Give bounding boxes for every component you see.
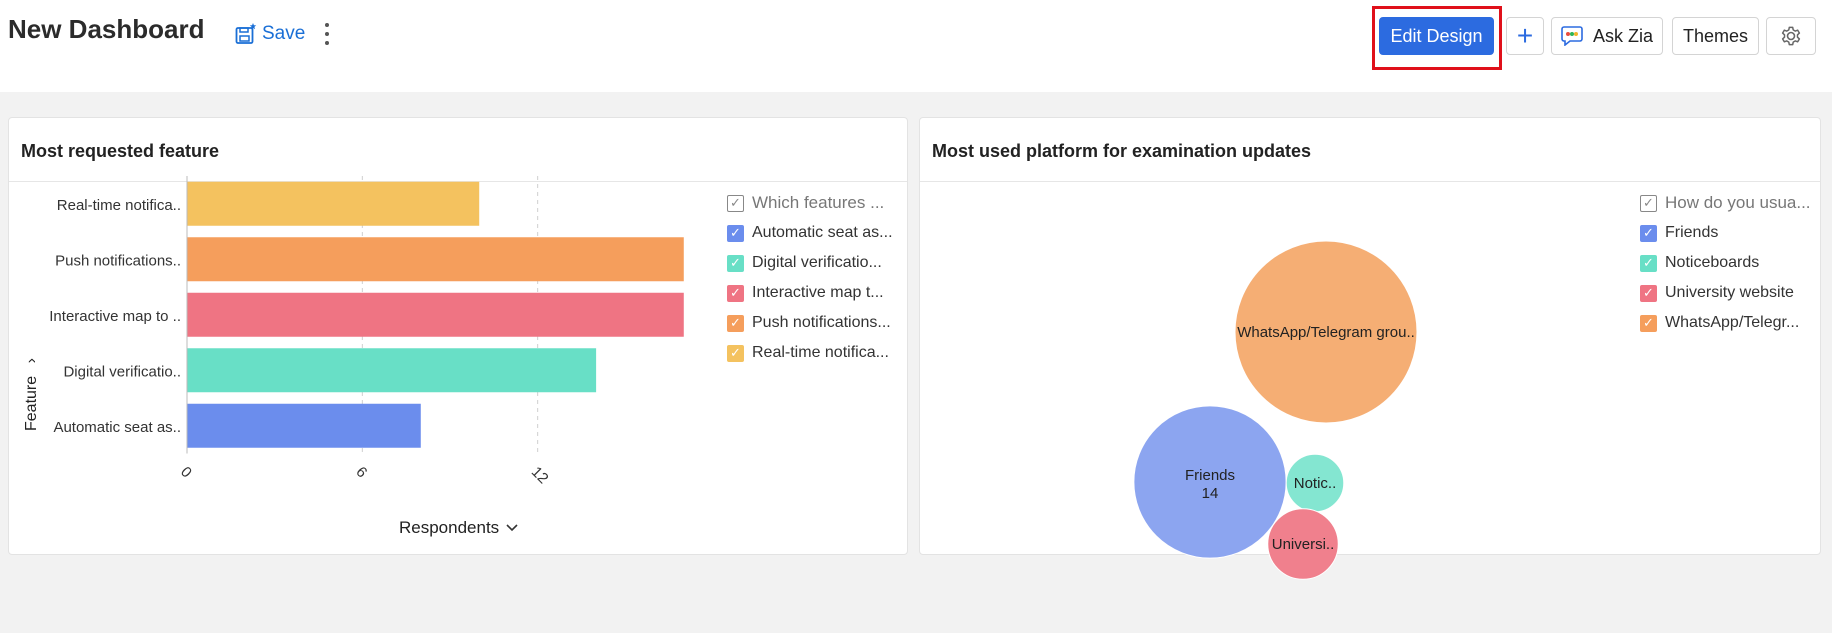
legend-item[interactable]: ✓ Automatic seat as... xyxy=(727,218,893,248)
more-options-icon[interactable] xyxy=(318,20,336,48)
bar[interactable] xyxy=(187,292,684,337)
check-icon: ✓ xyxy=(727,284,744,302)
bar[interactable] xyxy=(187,403,421,448)
x-tick-label: 0 xyxy=(177,463,195,481)
legend-item[interactable]: ✓ WhatsApp/Telegr... xyxy=(1640,308,1811,338)
legend-item[interactable]: ✓ Friends xyxy=(1640,218,1811,248)
legend-label: Interactive map t... xyxy=(752,284,884,301)
y-tick-label: Real-time notifica.. xyxy=(57,197,181,214)
widget-title: Most used platform for examination updat… xyxy=(932,141,1312,161)
legend-header[interactable]: ✓ How do you usua... xyxy=(1640,188,1811,218)
check-icon: ✓ xyxy=(727,314,744,332)
bar[interactable] xyxy=(187,348,597,393)
bar-chart: Real-time notifica.. Push notifications..… xyxy=(49,176,684,487)
check-icon: ✓ xyxy=(1640,224,1657,242)
legend-header[interactable]: ✓ Which features ... xyxy=(727,188,893,218)
chevron-down-icon xyxy=(506,524,518,532)
legend-title: How do you usua... xyxy=(1665,193,1811,212)
legend: ✓ How do you usua... ✓ Friends ✓ Noticeboards… xyxy=(1640,188,1811,338)
legend-label: Automatic seat as... xyxy=(752,224,893,241)
legend-item[interactable]: ✓ Noticeboards xyxy=(1640,248,1811,278)
ask-zia-label: Ask Zia xyxy=(1592,25,1653,46)
x-tick-label: 6 xyxy=(352,463,370,481)
ask-zia-button[interactable]: Ask Zia xyxy=(1551,17,1663,55)
divider xyxy=(920,181,1820,182)
bar[interactable] xyxy=(187,237,684,282)
legend: ✓ Which features ... ✓ Automatic seat as...… xyxy=(727,188,893,368)
legend-label: Friends xyxy=(1665,224,1719,241)
bubble[interactable] xyxy=(1267,508,1339,580)
legend-item[interactable]: ✓ University website xyxy=(1640,278,1811,308)
y-tick-label: Digital verificatio.. xyxy=(63,363,181,380)
page-title: New Dashboard xyxy=(8,14,205,44)
check-icon: ✓ xyxy=(727,344,744,362)
add-widget-button[interactable]: + xyxy=(1506,17,1544,55)
divider xyxy=(9,181,907,182)
bubble-label: Friends xyxy=(1185,467,1235,484)
bubble[interactable] xyxy=(1234,240,1418,424)
widget-most-requested-feature: Most requested feature Real-time notific… xyxy=(8,117,908,555)
edit-design-button[interactable]: Edit Design xyxy=(1379,17,1494,55)
legend-item[interactable]: ✓ Real-time notifica... xyxy=(727,338,893,368)
y-axis-label: Feature xyxy=(23,375,40,431)
bubble-value: 14 xyxy=(1202,485,1219,502)
legend-label: WhatsApp/Telegr... xyxy=(1665,314,1800,331)
check-icon: ✓ xyxy=(1640,314,1657,332)
legend-label: Real-time notifica... xyxy=(752,344,889,361)
x-axis-label: Respondents xyxy=(399,518,500,537)
widget-most-used-platform: Most used platform for examination updat… xyxy=(919,117,1821,580)
gear-icon xyxy=(1781,26,1801,46)
legend-label: University website xyxy=(1665,284,1794,301)
check-icon: ✓ xyxy=(727,224,744,242)
legend-label: Push notifications... xyxy=(752,314,891,331)
legend-item[interactable]: ✓ Interactive map t... xyxy=(727,278,893,308)
y-tick-label: Interactive map to .. xyxy=(49,308,181,325)
check-icon: ✓ xyxy=(727,254,744,272)
x-axis-title[interactable]: Respondents xyxy=(399,518,519,538)
chevron-down-icon: › xyxy=(23,358,40,364)
widget-title: Most requested feature xyxy=(21,141,220,161)
y-tick-label: Automatic seat as.. xyxy=(53,419,181,436)
dashboard-header: New Dashboard Save Edit Design + Ask Zia… xyxy=(0,0,1832,92)
save-label: Save xyxy=(262,23,306,44)
legend-label: Noticeboards xyxy=(1665,254,1760,271)
plus-icon: + xyxy=(1516,20,1534,51)
save-button[interactable]: Save xyxy=(234,22,305,46)
bar[interactable] xyxy=(187,181,480,226)
legend-item[interactable]: ✓ Digital verificatio... xyxy=(727,248,893,278)
settings-button[interactable] xyxy=(1766,17,1816,55)
legend-item[interactable]: ✓ Push notifications... xyxy=(727,308,893,338)
bubble-label: WhatsApp/Telegram grou.. xyxy=(1237,324,1415,341)
check-icon: ✓ xyxy=(727,194,744,212)
legend-title: Which features ... xyxy=(752,193,885,212)
x-tick-label: 12 xyxy=(528,463,552,487)
themes-button[interactable]: Themes xyxy=(1672,17,1759,55)
check-icon: ✓ xyxy=(1640,284,1657,302)
y-axis-title[interactable]: Feature › xyxy=(23,358,41,431)
legend-label: Digital verificatio... xyxy=(752,254,882,271)
check-icon: ✓ xyxy=(1640,254,1657,272)
y-tick-label: Push notifications.. xyxy=(55,252,181,269)
check-icon: ✓ xyxy=(1640,194,1657,212)
save-icon xyxy=(235,23,257,44)
bubble-label: Notic.. xyxy=(1294,475,1337,492)
zia-icon xyxy=(1561,26,1583,46)
bubble-label: Universi.. xyxy=(1272,536,1335,553)
